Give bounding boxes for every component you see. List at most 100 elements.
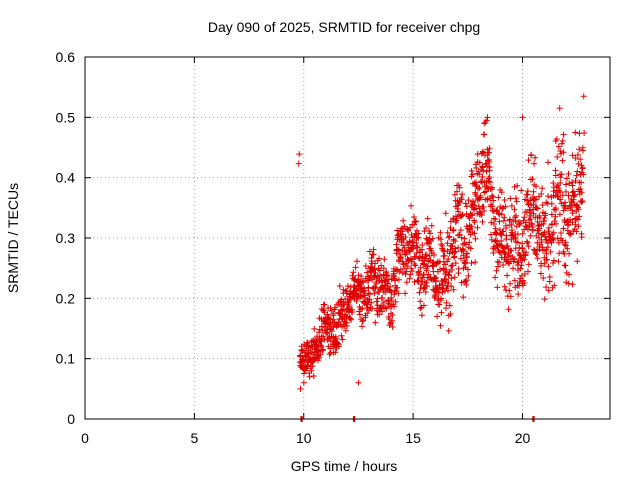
data-point	[358, 323, 365, 330]
data-point	[442, 305, 449, 312]
data-point	[445, 234, 452, 241]
data-point	[438, 309, 445, 316]
data-point	[500, 245, 507, 252]
data-point	[464, 250, 471, 257]
data-point	[577, 156, 584, 163]
data-point	[392, 277, 399, 284]
data-point	[304, 362, 311, 369]
x-axis-label: GPS time / hours	[291, 458, 398, 474]
data-point	[308, 367, 315, 374]
data-point	[550, 229, 557, 236]
data-point	[394, 284, 401, 291]
data-point	[328, 328, 335, 335]
data-point	[441, 252, 448, 259]
data-point	[545, 263, 552, 270]
data-point	[570, 196, 577, 203]
data-point	[474, 224, 481, 231]
data-point	[580, 93, 587, 100]
data-point	[435, 289, 442, 296]
data-point	[538, 239, 545, 246]
data-point	[456, 184, 463, 191]
data-point	[523, 209, 530, 216]
data-point	[444, 229, 451, 236]
data-point	[550, 180, 557, 187]
data-point	[476, 159, 483, 166]
data-point	[533, 183, 540, 190]
data-point	[557, 179, 564, 186]
data-point	[439, 282, 446, 289]
data-point	[495, 194, 502, 201]
data-point	[573, 228, 580, 235]
data-point	[350, 269, 357, 276]
data-point	[498, 231, 505, 238]
data-point	[335, 343, 342, 350]
data-point	[547, 248, 554, 255]
x-tick-label: 20	[515, 430, 531, 446]
data-point	[384, 272, 391, 279]
data-point	[404, 263, 411, 270]
data-point	[479, 163, 486, 170]
data-point	[461, 260, 468, 267]
data-point	[441, 288, 448, 295]
y-tick-labels: 0 0.1 0.2 0.3 0.4 0.5 0.6	[56, 49, 76, 427]
data-point	[518, 187, 525, 194]
data-point	[521, 256, 528, 263]
data-point	[557, 174, 564, 181]
data-point	[358, 293, 365, 300]
data-point	[448, 283, 455, 290]
data-point	[316, 329, 323, 336]
data-point	[522, 223, 529, 230]
data-point	[524, 239, 531, 246]
data-point	[500, 261, 507, 268]
data-point	[442, 278, 449, 285]
data-point	[446, 302, 453, 309]
data-point	[490, 197, 497, 204]
data-point	[541, 296, 548, 303]
data-point	[527, 197, 534, 204]
data-point	[544, 244, 551, 251]
data-point	[519, 114, 526, 121]
data-point	[356, 311, 363, 318]
data-point	[493, 229, 500, 236]
data-point	[490, 215, 497, 222]
data-point	[460, 294, 467, 301]
data-point	[472, 259, 479, 266]
data-point	[448, 267, 455, 274]
data-point	[394, 246, 401, 253]
data-point	[492, 274, 499, 281]
data-point	[317, 351, 324, 358]
data-point	[493, 267, 500, 274]
data-point	[477, 194, 484, 201]
data-point	[395, 290, 402, 297]
data-point	[517, 265, 524, 272]
data-point	[574, 258, 581, 265]
data-point	[476, 184, 483, 191]
data-point	[484, 196, 491, 203]
data-point	[432, 278, 439, 285]
data-point	[472, 189, 479, 196]
data-point	[336, 282, 343, 289]
data-point	[459, 211, 466, 218]
data-point	[469, 212, 476, 219]
data-point	[465, 197, 472, 204]
data-point	[413, 249, 420, 256]
data-point	[438, 295, 445, 302]
data-point	[452, 238, 459, 245]
data-point	[483, 168, 490, 175]
data-point	[559, 192, 566, 199]
data-point	[569, 152, 576, 159]
y-tick-label: 0.3	[56, 230, 76, 246]
data-point	[486, 159, 493, 166]
data-point	[530, 188, 537, 195]
data-point	[530, 210, 537, 217]
data-point	[457, 255, 464, 262]
data-point	[392, 287, 399, 294]
data-point	[528, 152, 535, 159]
data-point	[554, 193, 561, 200]
data-point	[578, 199, 585, 206]
y-axis-label: SRMTID / TECUs	[5, 183, 21, 293]
data-point	[436, 301, 443, 308]
data-point	[402, 234, 409, 241]
data-point	[557, 147, 564, 154]
